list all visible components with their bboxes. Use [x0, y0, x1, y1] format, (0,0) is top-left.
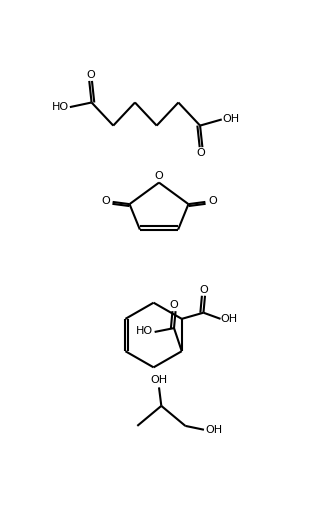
- Text: HO: HO: [52, 102, 69, 112]
- Text: O: O: [208, 196, 217, 206]
- Text: HO: HO: [136, 326, 153, 336]
- Text: O: O: [101, 196, 110, 206]
- Text: OH: OH: [220, 314, 238, 324]
- Text: O: O: [169, 300, 179, 310]
- Text: OH: OH: [206, 425, 223, 435]
- Text: OH: OH: [151, 375, 168, 386]
- Text: O: O: [155, 171, 163, 180]
- Text: O: O: [197, 149, 206, 158]
- Text: OH: OH: [222, 115, 240, 124]
- Text: O: O: [199, 285, 208, 295]
- Text: O: O: [86, 70, 95, 80]
